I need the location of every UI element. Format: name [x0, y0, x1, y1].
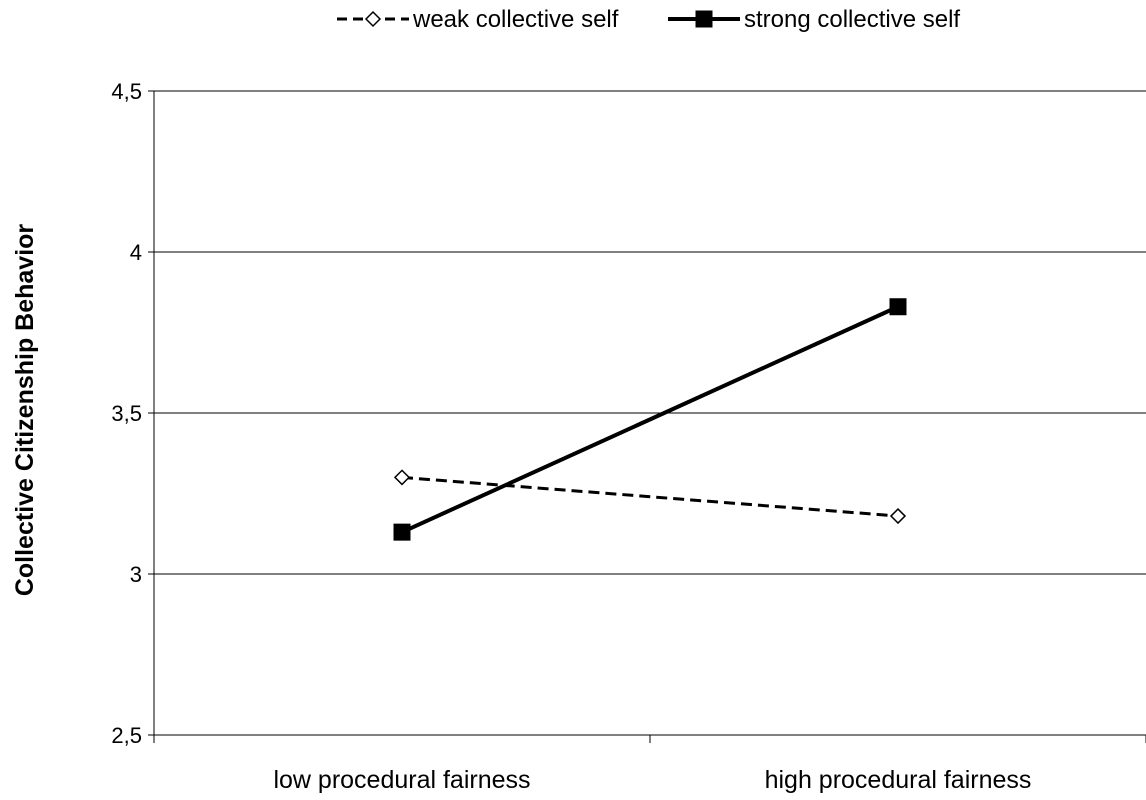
data-point-square — [393, 523, 411, 541]
x-category-label: high procedural fairness — [765, 766, 1032, 794]
data-point-diamond — [393, 469, 411, 486]
legend-label: weak collective self — [412, 6, 619, 33]
y-tick-label: 3 — [130, 562, 142, 587]
legend-label: strong collective self — [744, 6, 960, 33]
y-tick-labels: 2,5 3 3,5 4 4,5 — [111, 79, 142, 748]
data-point-diamond — [364, 10, 382, 28]
data-point-square — [695, 10, 713, 28]
legend-item: weak collective self — [337, 6, 619, 33]
series-line — [401, 304, 899, 534]
x-category-labels: low procedural fairness high procedural f… — [273, 766, 1031, 794]
y-tick-label: 4,5 — [111, 79, 142, 104]
series-weak-collective-self — [393, 469, 907, 525]
y-tick-label: 2,5 — [111, 723, 142, 748]
series-layer — [393, 298, 907, 541]
data-point-square — [889, 298, 907, 316]
y-axis-label: Collective Citizenship Behavior — [11, 224, 39, 597]
y-tick-label: 3,5 — [111, 401, 142, 426]
legend-item: strong collective self — [668, 6, 960, 33]
legend: weak collective self strong collective se… — [337, 6, 960, 33]
x-category-label: low procedural fairness — [273, 766, 530, 794]
series-line — [401, 475, 899, 518]
gridlines — [154, 90, 1146, 575]
data-point-diamond — [889, 507, 907, 525]
y-tick-label: 4 — [130, 240, 142, 265]
series-strong-collective-self — [393, 298, 907, 541]
axes — [148, 90, 1146, 743]
